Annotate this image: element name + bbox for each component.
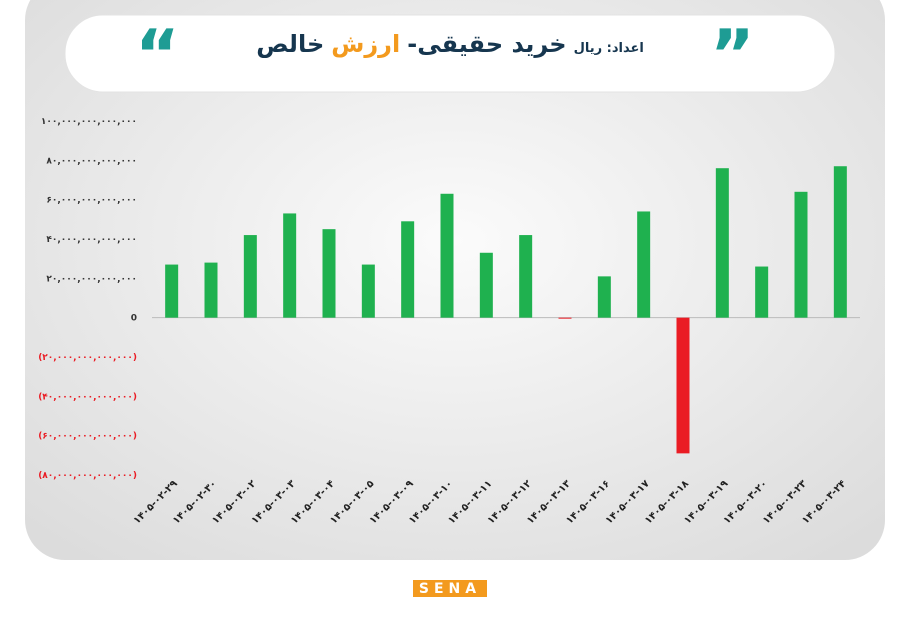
title-part: خرید حقیقی- bbox=[407, 30, 567, 58]
bar bbox=[440, 193, 454, 318]
bar bbox=[833, 166, 847, 318]
y-tick-label: ۴۰,۰۰۰,۰۰۰,۰۰۰,۰۰۰ bbox=[46, 235, 137, 245]
quote-mark: “ bbox=[135, 16, 180, 95]
bar bbox=[637, 211, 651, 318]
y-tick-label: ۶۰,۰۰۰,۰۰۰,۰۰۰,۰۰۰ bbox=[46, 196, 137, 206]
bar bbox=[401, 221, 415, 318]
logo: SENA bbox=[413, 580, 487, 597]
bar bbox=[165, 264, 179, 318]
logo-box bbox=[413, 580, 487, 597]
bar bbox=[283, 213, 297, 318]
y-tick-label: (۶۰,۰۰۰,۰۰۰,۰۰۰,۰۰۰) bbox=[38, 432, 137, 442]
bar bbox=[479, 252, 493, 318]
bar bbox=[676, 317, 690, 454]
bar bbox=[597, 276, 611, 318]
bar bbox=[519, 235, 533, 318]
bar bbox=[558, 317, 572, 319]
title-part: ارزش bbox=[331, 30, 401, 58]
y-tick-label: 0 bbox=[131, 314, 137, 324]
title-box bbox=[64, 14, 836, 93]
bar bbox=[794, 191, 808, 318]
bar bbox=[243, 235, 257, 318]
title-part: خالص bbox=[256, 30, 325, 58]
quote-mark: ” bbox=[710, 16, 755, 95]
y-tick-label: ۲۰,۰۰۰,۰۰۰,۰۰۰,۰۰۰ bbox=[46, 274, 137, 284]
bar bbox=[204, 262, 218, 318]
title: خالص ارزش خرید حقیقی- اعداد: ریال bbox=[200, 30, 700, 70]
logo-text: SENA bbox=[419, 581, 481, 597]
bar bbox=[755, 266, 769, 318]
y-tick-label: (۸۰,۰۰۰,۰۰۰,۰۰۰,۰۰۰) bbox=[38, 471, 137, 481]
bar bbox=[322, 229, 336, 318]
y-tick-label: ۱۰۰,۰۰۰,۰۰۰,۰۰۰,۰۰۰ bbox=[41, 117, 137, 127]
title-part: اعداد: ریال bbox=[573, 41, 644, 56]
panel bbox=[25, 0, 885, 560]
y-tick-label: (۲۰,۰۰۰,۰۰۰,۰۰۰,۰۰۰) bbox=[38, 353, 137, 363]
y-tick-label: ۸۰,۰۰۰,۰۰۰,۰۰۰,۰۰۰ bbox=[46, 156, 137, 166]
bar bbox=[715, 168, 729, 318]
y-tick-label: (۴۰,۰۰۰,۰۰۰,۰۰۰,۰۰۰) bbox=[38, 392, 137, 402]
bar bbox=[361, 264, 375, 318]
